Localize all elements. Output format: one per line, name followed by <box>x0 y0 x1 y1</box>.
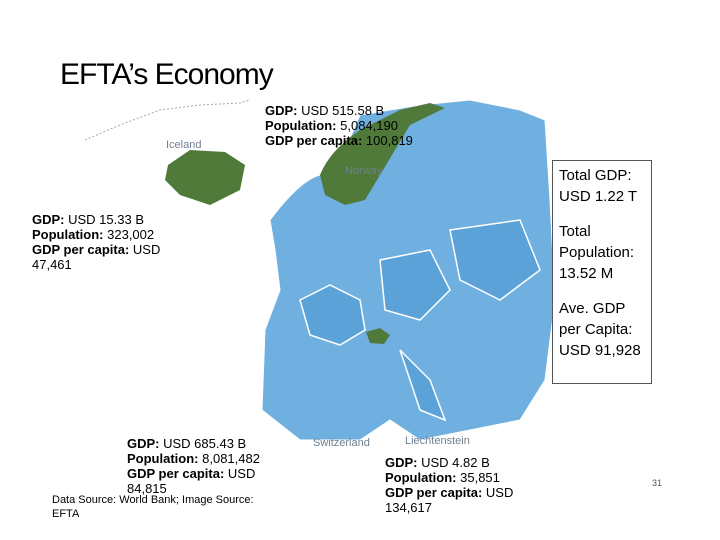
stat-value: 35,851 <box>460 470 500 485</box>
countries <box>299 219 541 422</box>
stat-label: Population: <box>32 227 104 242</box>
stat-value: USD 84,815 <box>127 466 256 496</box>
switzerland-shape <box>366 328 390 344</box>
stat-line: GDP per capita: USD 47,461 <box>32 242 177 272</box>
map-label: Iceland <box>166 139 201 151</box>
stat-line: Population: 35,851 <box>385 470 530 485</box>
stat-line: GDP: USD 15.33 B <box>32 212 177 227</box>
stat-line: GDP: USD 515.58 B <box>265 103 465 118</box>
total-value: USD 1.22 T <box>559 188 638 205</box>
stat-line: GDP per capita: USD 84,815 <box>127 466 277 496</box>
total-label: Total GDP: <box>559 167 632 184</box>
stat-line: Population: 5,084,190 <box>265 118 465 133</box>
stat-line: Population: 8,081,482 <box>127 451 277 466</box>
stat-label: GDP per capita: <box>32 242 130 257</box>
stat-label: GDP: <box>32 212 65 227</box>
total-label: Total Population: <box>559 223 635 261</box>
total-item: Total Population: 13.52 M <box>559 221 645 284</box>
stat-label: GDP: <box>385 455 418 470</box>
stat-value: USD 47,461 <box>32 242 161 272</box>
iceland-shape <box>165 150 245 205</box>
total-item: Ave. GDP per Capita: USD 91,928 <box>559 298 645 361</box>
total-value: 13.52 M <box>559 265 614 282</box>
stat-line: GDP per capita: USD 134,617 <box>385 485 530 515</box>
total-label: Ave. GDP per Capita: <box>559 300 633 338</box>
stat-value: USD 515.58 B <box>301 103 385 118</box>
stat-value: 100,819 <box>365 133 413 148</box>
stat-value: 8,081,482 <box>202 451 260 466</box>
total-value: USD 91,928 <box>559 342 641 359</box>
map-label: Liechtenstein <box>405 435 470 447</box>
norway-shape <box>320 103 445 205</box>
stat-line: Population: 323,002 <box>32 227 177 242</box>
stat-label: GDP per capita: <box>385 485 483 500</box>
stat-value: 323,002 <box>107 227 155 242</box>
total-item: Total GDP: USD 1.22 T <box>559 165 645 207</box>
switzerland-stats: GDP: USD 685.43 B Population: 8,081,482 GD… <box>127 436 277 496</box>
map-label: Norway <box>345 165 383 177</box>
stat-value: USD 4.82 B <box>421 455 490 470</box>
stat-value: 5,084,190 <box>340 118 398 133</box>
stat-line: GDP per capita: 100,819 <box>265 133 465 148</box>
stat-label: Population: <box>265 118 337 133</box>
map-label: Switzerland <box>313 437 370 449</box>
stat-label: GDP per capita: <box>265 133 363 148</box>
dashed-line <box>84 99 251 141</box>
stat-label: GDP: <box>265 103 298 118</box>
stat-label: Population: <box>127 451 199 466</box>
iceland-stats: GDP: USD 15.33 B Population: 323,002 GDP p… <box>32 212 177 272</box>
source-note: Data Source: World Bank; Image Source: E… <box>52 494 254 520</box>
title: EFTA’s Economy <box>60 58 274 91</box>
stat-label: Population: <box>385 470 457 485</box>
stat-line: GDP: USD 685.43 B <box>127 436 277 451</box>
stat-value: USD 15.33 B <box>68 212 144 227</box>
stat-label: GDP per capita: <box>127 466 225 481</box>
stat-value: USD 685.43 B <box>163 436 247 451</box>
norway-stats: GDP: USD 515.58 B Population: 5,084,190 GD… <box>265 103 465 148</box>
stat-label: GDP: <box>127 436 160 451</box>
liechtenstein-stats: GDP: USD 4.82 B Population: 35,851 GDP per… <box>385 455 530 515</box>
page-number: 31 <box>652 478 663 488</box>
totals-box: Total GDP: USD 1.22 T Total Population: 1… <box>552 160 652 384</box>
stat-line: GDP: USD 4.82 B <box>385 455 530 470</box>
stat-value: USD 134,617 <box>385 485 514 515</box>
